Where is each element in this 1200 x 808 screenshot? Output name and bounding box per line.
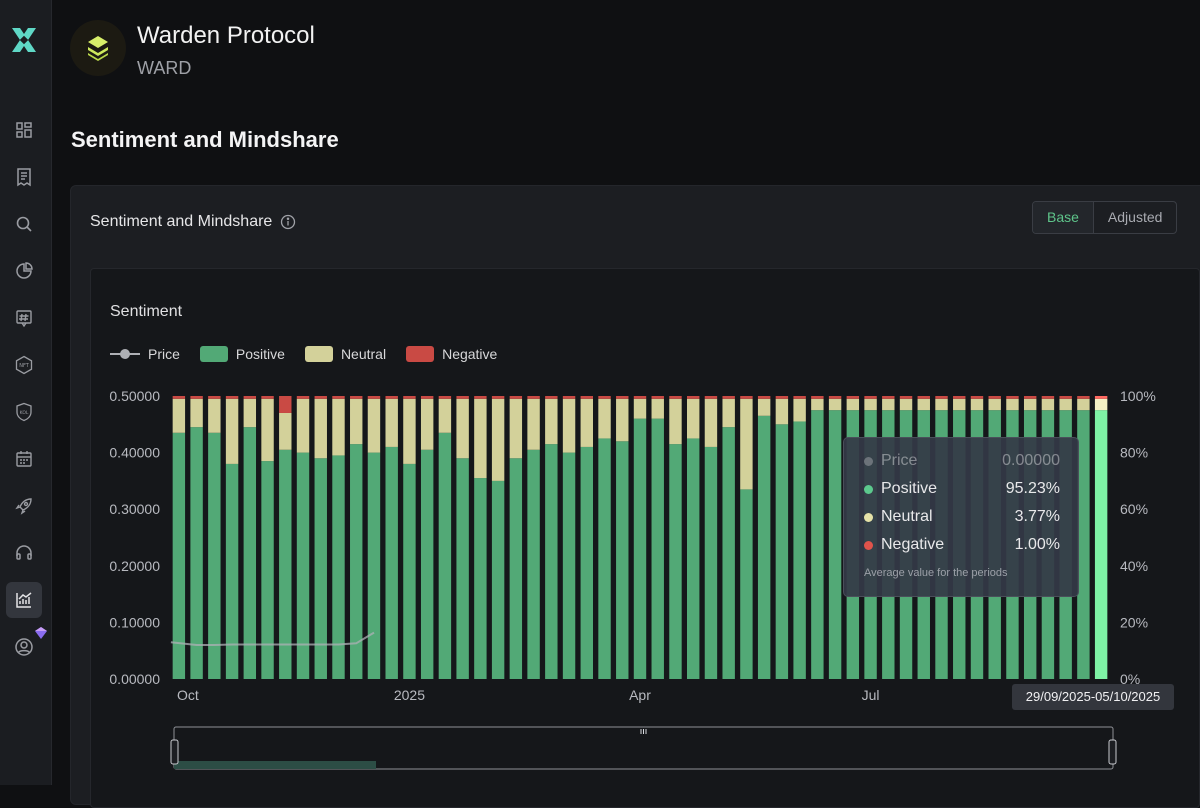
legend-price[interactable]: Price bbox=[110, 346, 180, 362]
hovered-range-label: 29/09/2025-05/10/2025 bbox=[1012, 684, 1174, 710]
app-logo-icon[interactable] bbox=[8, 24, 40, 56]
legend-positive-label: Positive bbox=[235, 346, 285, 362]
chart-legend: Price Positive Neutral Negative bbox=[110, 346, 497, 362]
legend-negative-label: Negative bbox=[442, 346, 498, 362]
tooltip-positive-value: 95.23% bbox=[1005, 480, 1060, 497]
tooltip-row-positive: Positive 95.23% bbox=[864, 480, 1060, 498]
card-title: Sentiment and Mindshare bbox=[90, 213, 296, 231]
svg-text:NFT: NFT bbox=[19, 363, 30, 369]
tooltip-row-negative: Negative 1.00% bbox=[864, 536, 1060, 554]
tooltip-row-price: Price 0.00000 bbox=[864, 452, 1060, 470]
search-icon[interactable] bbox=[6, 206, 42, 242]
legend-negative[interactable]: Negative bbox=[406, 346, 497, 362]
rocket-icon[interactable] bbox=[6, 488, 42, 524]
tooltip-negative-label: Negative bbox=[881, 536, 945, 553]
dashboard-icon[interactable] bbox=[6, 112, 42, 148]
token-logo bbox=[70, 20, 126, 76]
svg-text:KOL: KOL bbox=[20, 410, 29, 416]
calendar-icon[interactable] bbox=[6, 441, 42, 477]
neutral-swatch bbox=[304, 346, 333, 362]
page-title: Sentiment and Mindshare bbox=[71, 127, 339, 152]
tooltip-price-value: 0.00000 bbox=[1002, 452, 1060, 469]
base-toggle-button[interactable]: Base bbox=[1033, 202, 1094, 233]
analytics-icon[interactable] bbox=[6, 582, 42, 618]
token-symbol: WARD bbox=[137, 58, 192, 78]
pie-chart-icon[interactable] bbox=[6, 253, 42, 289]
legend-neutral[interactable]: Neutral bbox=[304, 346, 387, 362]
neutral-dot-icon bbox=[864, 512, 873, 522]
info-icon[interactable] bbox=[280, 214, 296, 230]
kol-icon[interactable]: KOL bbox=[6, 394, 42, 430]
negative-dot-icon bbox=[864, 540, 873, 550]
card-title-text: Sentiment and Mindshare bbox=[90, 213, 273, 230]
headphones-icon[interactable] bbox=[6, 535, 42, 571]
warden-logo-icon bbox=[88, 36, 108, 61]
hashtag-icon[interactable] bbox=[6, 300, 42, 336]
mode-toggle: Base Adjusted bbox=[1032, 201, 1178, 234]
tooltip-positive-label: Positive bbox=[881, 480, 938, 497]
tooltip-row-neutral: Neutral 3.77% bbox=[864, 508, 1060, 526]
tooltip-negative-value: 1.00% bbox=[1014, 536, 1060, 553]
legend-positive[interactable]: Positive bbox=[199, 346, 285, 362]
price-dot-icon bbox=[864, 456, 873, 466]
positive-dot-icon bbox=[864, 484, 873, 494]
legend-price-label: Price bbox=[148, 346, 180, 362]
nft-icon[interactable]: NFT bbox=[6, 347, 42, 383]
tooltip-neutral-label: Neutral bbox=[881, 508, 933, 525]
tooltip-neutral-value: 3.77% bbox=[1014, 508, 1060, 525]
sidebar: NFT KOL bbox=[0, 0, 52, 785]
adjusted-toggle-button[interactable]: Adjusted bbox=[1107, 209, 1163, 225]
tooltip-note: Average value for the periods bbox=[864, 567, 1008, 579]
user-profile-icon[interactable] bbox=[6, 629, 42, 665]
chart-tooltip: Price 0.00000 Positive 95.23% Neutral 3.… bbox=[843, 437, 1079, 597]
gem-badge-icon bbox=[35, 627, 47, 639]
token-name: Warden Protocol bbox=[137, 22, 315, 49]
chart-title: Sentiment bbox=[110, 303, 183, 320]
tooltip-price-label: Price bbox=[881, 452, 918, 469]
negative-swatch bbox=[406, 346, 435, 362]
document-icon[interactable] bbox=[6, 159, 42, 195]
positive-swatch bbox=[199, 346, 228, 362]
main-content: Warden Protocol WARD Sentiment and Minds… bbox=[52, 0, 1200, 808]
legend-neutral-label: Neutral bbox=[340, 346, 387, 362]
price-line-icon bbox=[110, 349, 140, 359]
